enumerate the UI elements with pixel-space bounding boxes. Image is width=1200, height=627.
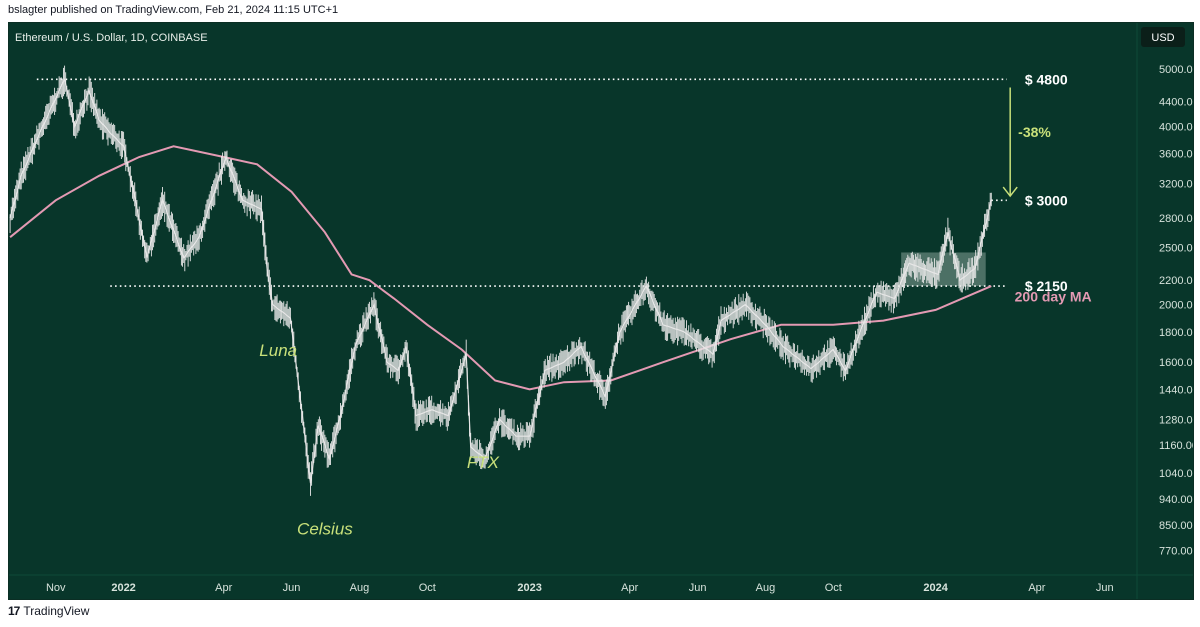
y-tick-label: 1800.00: [1159, 327, 1193, 339]
y-tick-label: 5000.00: [1159, 64, 1193, 76]
annotation-ftx: FTX: [467, 453, 500, 472]
y-tick-label: 850.00: [1159, 520, 1193, 532]
x-tick-label: Nov: [46, 582, 66, 594]
x-tick-label: Jun: [283, 582, 301, 594]
x-tick-label: Apr: [621, 582, 638, 594]
y-tick-label: 1440.00: [1159, 384, 1193, 396]
y-tick-label: 2800.00: [1159, 213, 1193, 225]
publisher-credit: bslagter published on TradingView.com, F…: [8, 4, 339, 16]
y-tick-label: 770.00: [1159, 545, 1193, 557]
y-tick-label: 3600.00: [1159, 148, 1193, 160]
x-tick-label: Jun: [689, 582, 707, 594]
eth-price-chart[interactable]: 5000.00 4400.00 4000.00 3600.00 3200.00 2800.…: [9, 23, 1193, 599]
level-label: $ 2150: [1025, 278, 1068, 294]
currency-badge-label: USD: [1151, 32, 1174, 44]
drop-percent-label: -38%: [1018, 124, 1051, 140]
price-bars: [9, 65, 992, 496]
drop-arrow-head: [1002, 186, 1018, 198]
y-tick-label: 3200.00: [1159, 179, 1193, 191]
y-tick-label: 2500.00: [1159, 242, 1193, 254]
annotation-luna: Luna: [259, 341, 297, 360]
y-tick-label: 2200.00: [1159, 275, 1193, 287]
y-tick-label: 2000.00: [1159, 300, 1193, 312]
level-label: $ 3000: [1025, 192, 1068, 208]
x-tick-label: 2023: [517, 582, 541, 594]
x-tick-label: Jun: [1096, 582, 1114, 594]
x-tick-label: 2024: [923, 582, 948, 594]
tradingview-logo-icon: 17: [8, 604, 20, 618]
currency-badge[interactable]: USD: [1141, 27, 1185, 47]
chart-title: Ethereum / U.S. Dollar, 1D, COINBASE: [15, 32, 208, 44]
y-tick-label: 1600.00: [1159, 357, 1193, 369]
y-tick-label: 1160.00: [1159, 440, 1193, 452]
y-tick-label: 940.00: [1159, 494, 1193, 506]
y-tick-label: 4400.00: [1159, 97, 1193, 109]
x-tick-label: Oct: [419, 582, 436, 594]
y-tick-label: 1280.00: [1159, 415, 1193, 427]
x-tick-label: 2022: [111, 582, 135, 594]
annotation-200-day-ma: 200 day MA: [1015, 289, 1092, 305]
x-tick-label: Aug: [756, 582, 776, 594]
x-tick-label: Apr: [215, 582, 232, 594]
x-tick-label: Aug: [350, 582, 370, 594]
price-line: [9, 77, 992, 484]
tradingview-footer[interactable]: 17 TradingView: [8, 604, 89, 618]
level-label: $ 4800: [1025, 71, 1068, 87]
annotation-celsius: Celsius: [297, 519, 353, 538]
x-tick-label: Oct: [825, 582, 842, 594]
y-tick-label: 4000.00: [1159, 121, 1193, 133]
chart-container[interactable]: 5000.00 4400.00 4000.00 3600.00 3200.00 2800.…: [8, 22, 1194, 600]
y-tick-label: 1040.00: [1159, 468, 1193, 480]
x-tick-label: Apr: [1028, 582, 1045, 594]
tradingview-brand: TradingView: [23, 604, 90, 618]
ma-200-line: [9, 145, 992, 391]
